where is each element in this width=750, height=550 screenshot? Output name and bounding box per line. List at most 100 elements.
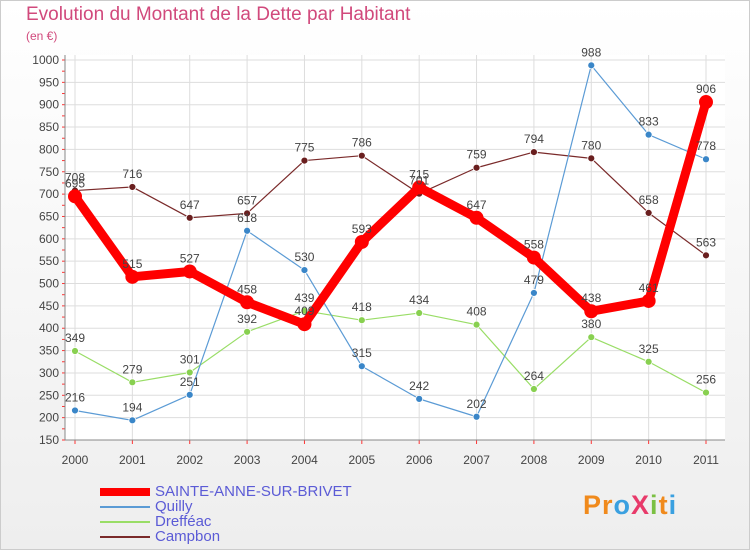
data-label: 392 — [237, 312, 257, 326]
x-tick-label: 2011 — [693, 453, 719, 467]
data-point — [644, 357, 653, 366]
data-point — [472, 320, 481, 329]
data-point — [125, 269, 140, 284]
data-label: 458 — [237, 282, 257, 296]
data-point — [128, 416, 137, 425]
y-tick-label: 250 — [39, 388, 59, 402]
data-point — [243, 226, 251, 235]
data-point — [412, 180, 427, 195]
y-tick-label: 350 — [39, 344, 59, 358]
data-label: 256 — [696, 373, 716, 387]
data-point — [415, 394, 424, 403]
data-label: 202 — [467, 397, 487, 411]
data-label: 461 — [639, 281, 659, 295]
data-point — [185, 213, 194, 222]
data-label: 618 — [237, 211, 257, 225]
data-label: 794 — [524, 132, 544, 146]
data-point — [243, 327, 251, 336]
data-point — [297, 317, 312, 332]
data-label: 479 — [524, 273, 544, 287]
y-tick-label: 900 — [39, 98, 59, 112]
data-point — [526, 250, 541, 265]
series-line — [74, 151, 707, 256]
series-line — [74, 64, 707, 421]
data-label: 439 — [294, 291, 314, 305]
data-label: 315 — [352, 346, 372, 360]
data-point — [68, 189, 82, 204]
y-tick-label: 850 — [39, 120, 59, 134]
data-point — [530, 289, 538, 297]
data-point — [644, 130, 653, 139]
chart-title: Evolution du Montant de la Dette par Hab… — [26, 4, 411, 25]
legend-swatch — [100, 506, 150, 508]
data-point — [587, 154, 596, 163]
data-label: 216 — [65, 390, 85, 404]
data-point — [357, 316, 366, 325]
data-point — [530, 148, 538, 156]
x-tick-label: 2000 — [62, 453, 89, 467]
data-point — [472, 412, 481, 421]
data-point — [240, 295, 255, 310]
data-label: 530 — [294, 250, 314, 264]
data-point — [300, 306, 309, 315]
data-label: 438 — [581, 291, 601, 305]
legend-swatch — [100, 488, 150, 496]
data-point — [587, 333, 596, 342]
data-label: 349 — [65, 331, 85, 345]
data-label: 715 — [409, 167, 429, 181]
data-point — [644, 208, 653, 217]
data-label: 563 — [696, 235, 716, 249]
y-tick-label: 500 — [39, 277, 59, 291]
data-label: 833 — [639, 115, 659, 129]
series-line — [74, 310, 707, 394]
data-label: 264 — [524, 369, 544, 383]
legend-label: Quilly — [155, 498, 193, 515]
data-point — [702, 388, 710, 397]
y-tick-label: 400 — [39, 321, 59, 335]
data-point — [185, 390, 194, 399]
y-tick-label: 300 — [39, 366, 59, 380]
data-label: 325 — [639, 342, 659, 356]
legend-label: SAINTE-ANNE-SUR-BRIVET — [155, 483, 352, 500]
y-tick-label: 700 — [39, 187, 59, 201]
data-label: 527 — [180, 251, 200, 265]
data-point — [300, 156, 309, 165]
series-line — [70, 97, 711, 329]
data-point — [128, 378, 137, 387]
data-label: 906 — [696, 82, 716, 96]
x-tick-label: 2007 — [463, 453, 490, 467]
data-label: 515 — [122, 257, 142, 271]
data-point — [699, 95, 713, 110]
data-point — [182, 264, 197, 279]
data-label: 380 — [581, 317, 601, 331]
data-point — [300, 266, 309, 275]
y-tick-label: 200 — [39, 411, 59, 425]
data-label: 409 — [294, 304, 314, 318]
data-point — [71, 347, 79, 355]
data-label: 279 — [122, 362, 142, 376]
data-label: 408 — [467, 305, 487, 319]
data-label: 434 — [409, 293, 429, 307]
y-tick-label: 1000 — [32, 53, 59, 67]
data-label: 988 — [581, 45, 601, 59]
data-label: 786 — [352, 136, 372, 150]
legend-swatch — [100, 536, 150, 538]
data-label: 242 — [409, 379, 429, 393]
data-label: 418 — [352, 300, 372, 314]
x-tick-label: 2003 — [234, 453, 261, 467]
plot-area — [65, 55, 725, 440]
data-label: 716 — [122, 167, 142, 181]
data-label: 657 — [237, 193, 257, 207]
data-point — [530, 385, 538, 393]
data-point — [641, 293, 656, 308]
y-tick-label: 600 — [39, 232, 59, 246]
x-tick-label: 2010 — [635, 453, 662, 467]
data-label: 775 — [294, 141, 314, 155]
data-point — [415, 309, 424, 317]
y-tick-label: 650 — [39, 209, 59, 223]
y-tick-label: 450 — [39, 299, 59, 313]
x-tick-label: 2004 — [291, 453, 318, 467]
y-tick-label: 750 — [39, 165, 59, 179]
y-tick-label: 950 — [39, 75, 59, 89]
